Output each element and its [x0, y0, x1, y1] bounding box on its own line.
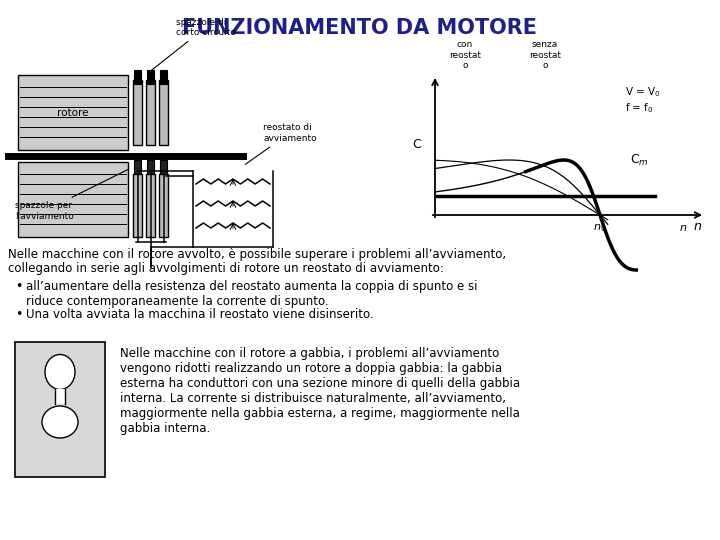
Bar — [160, 70, 167, 84]
Bar — [147, 70, 154, 84]
Text: senza
reostat
o: senza reostat o — [529, 40, 561, 70]
Bar — [133, 80, 142, 145]
Ellipse shape — [45, 354, 75, 389]
Text: collegando in serie agli avvolgimenti di rotore un reostato di avviamento:: collegando in serie agli avvolgimenti di… — [8, 262, 444, 275]
Bar — [134, 160, 141, 174]
Text: C$_m$: C$_m$ — [630, 152, 649, 167]
Bar — [160, 160, 167, 174]
Text: n: n — [693, 220, 701, 233]
Bar — [159, 80, 168, 145]
Text: V = V$_0$
f = f$_0$: V = V$_0$ f = f$_0$ — [625, 85, 661, 114]
Text: Una volta avviata la macchina il reostato viene disinserito.: Una volta avviata la macchina il reostat… — [26, 308, 374, 321]
Text: FUNZIONAMENTO DA MOTORE: FUNZIONAMENTO DA MOTORE — [182, 18, 538, 38]
Bar — [146, 174, 155, 237]
Bar — [18, 75, 128, 150]
Bar — [146, 80, 155, 145]
Bar — [159, 174, 168, 237]
Text: rotore: rotore — [58, 107, 89, 118]
Ellipse shape — [42, 406, 78, 438]
Text: reostato di
avviamento: reostato di avviamento — [246, 123, 317, 164]
Text: con
reostat
o: con reostat o — [449, 40, 481, 70]
Text: n: n — [680, 223, 686, 233]
Bar — [133, 174, 142, 237]
Bar — [15, 342, 105, 477]
Text: C: C — [413, 138, 421, 152]
Text: Nelle macchine con il rotore avvolto, è possibile superare i problemi all’avviam: Nelle macchine con il rotore avvolto, è … — [8, 248, 506, 261]
Bar — [134, 70, 141, 84]
Text: •: • — [15, 308, 22, 321]
Bar — [55, 389, 65, 404]
Text: •: • — [15, 280, 22, 293]
Text: spazzole per
l'avviamento: spazzole per l'avviamento — [15, 169, 128, 221]
Bar — [18, 162, 128, 237]
Text: Nelle macchine con il rotore a gabbia, i problemi all’avviamento
vengono ridotti: Nelle macchine con il rotore a gabbia, i… — [120, 347, 520, 435]
Text: $n_0$: $n_0$ — [593, 222, 607, 234]
Text: spazzole di
corto circuito: spazzole di corto circuito — [150, 18, 236, 71]
Bar — [147, 160, 154, 174]
Text: all’aumentare della resistenza del reostato aumenta la coppia di spunto e si
rid: all’aumentare della resistenza del reost… — [26, 280, 477, 308]
